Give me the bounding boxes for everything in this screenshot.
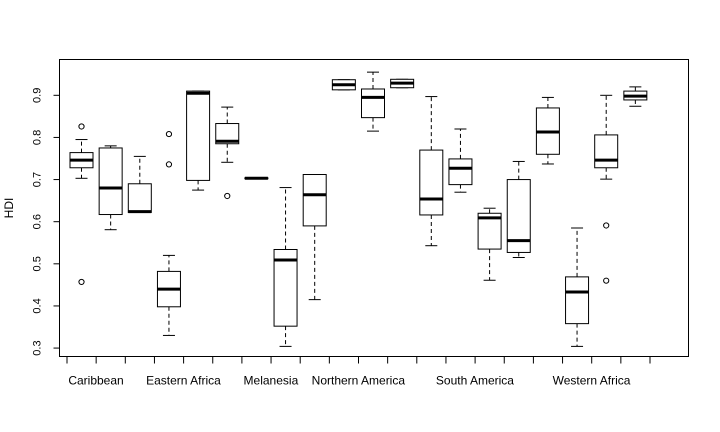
box-iqr	[215, 123, 240, 145]
outlier-point	[165, 161, 173, 168]
box	[69, 123, 94, 286]
box-iqr	[273, 248, 298, 327]
y-tick-label: 0.8	[32, 130, 44, 145]
box	[331, 79, 356, 91]
x-category-label: Eastern Africa	[146, 374, 221, 388]
y-axis: 0.3 0.4 0.5 0.6 0.7 0.8 0.9	[32, 88, 60, 356]
box	[127, 155, 152, 214]
box-iqr	[186, 90, 211, 181]
outlier-point	[224, 192, 231, 200]
y-tick-label: 0.7	[32, 172, 44, 187]
box-iqr	[98, 147, 123, 216]
outlier-point	[165, 130, 173, 138]
y-tick-label: 0.9	[32, 88, 44, 103]
x-category-label: Western Africa	[553, 374, 631, 388]
outlier-point	[78, 123, 85, 130]
box	[302, 174, 327, 301]
box-iqr	[302, 174, 327, 227]
box	[390, 78, 415, 89]
box	[535, 96, 560, 165]
x-category-label: Northern America	[312, 374, 406, 388]
x-category-label: Caribbean	[68, 374, 123, 388]
x-category-label: South America	[436, 374, 514, 388]
outlier-point	[603, 277, 610, 284]
box-iqr	[127, 183, 152, 213]
x-category-label: Melanesia	[244, 374, 299, 388]
outlier-point	[603, 222, 610, 229]
box	[565, 227, 590, 347]
y-axis-label: HDI	[2, 198, 16, 219]
box	[273, 187, 298, 347]
y-tick-label: 0.6	[32, 214, 44, 229]
box	[186, 90, 211, 191]
y-tick-label: 0.5	[32, 256, 44, 271]
box-iqr	[594, 134, 619, 169]
box-iqr	[448, 158, 473, 186]
box-iqr	[506, 179, 531, 253]
box	[623, 86, 648, 107]
box-iqr	[361, 88, 385, 119]
x-axis: Caribbean Eastern Africa Melanesia Northern…	[66, 356, 651, 388]
box	[215, 106, 240, 200]
box	[477, 207, 502, 281]
box-series	[69, 71, 648, 347]
outlier-point	[78, 278, 85, 286]
box	[361, 71, 385, 132]
box	[594, 94, 619, 284]
y-tick-label: 0.4	[32, 298, 44, 313]
box	[419, 96, 444, 247]
y-tick-label: 0.3	[32, 340, 44, 355]
box-iqr	[419, 149, 444, 216]
box-iqr	[565, 276, 590, 325]
box	[506, 160, 531, 258]
box	[156, 130, 181, 336]
box	[448, 128, 473, 193]
box	[244, 176, 269, 180]
box-iqr	[477, 212, 502, 250]
box	[98, 145, 123, 231]
